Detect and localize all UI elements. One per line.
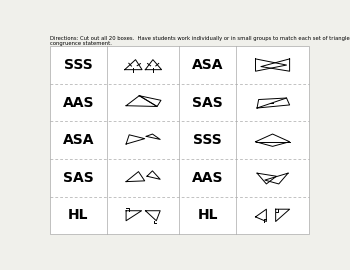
Text: AAS: AAS	[192, 171, 224, 185]
Text: HL: HL	[198, 208, 218, 222]
Text: Directions: Cut out all 20 boxes.  Have students work individually or in small g: Directions: Cut out all 20 boxes. Have s…	[50, 36, 350, 41]
Text: AAS: AAS	[63, 96, 94, 110]
Text: HL: HL	[68, 208, 89, 222]
Text: SAS: SAS	[193, 96, 223, 110]
Text: ASA: ASA	[192, 58, 224, 72]
Text: SAS: SAS	[63, 171, 94, 185]
Text: congruence statement.: congruence statement.	[50, 41, 112, 46]
Text: ASA: ASA	[63, 133, 94, 147]
Text: SSS: SSS	[64, 58, 93, 72]
Text: SSS: SSS	[194, 133, 222, 147]
